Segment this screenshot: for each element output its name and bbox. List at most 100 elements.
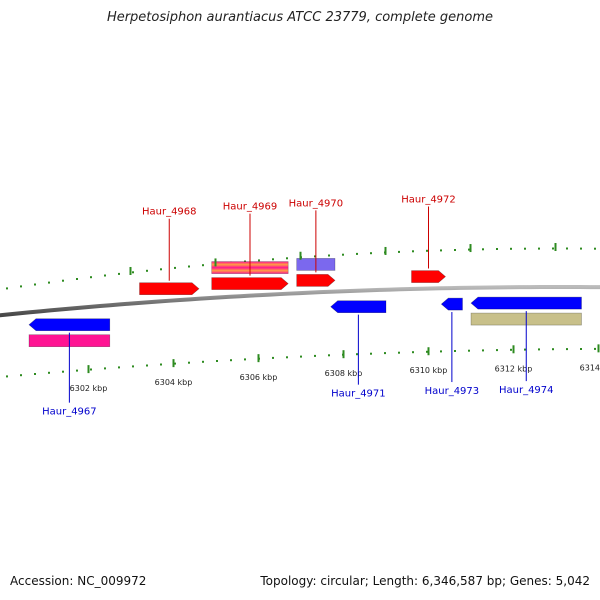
- guide-dot: [76, 278, 78, 280]
- guide-dot: [566, 247, 568, 250]
- axis-tick-label: 6312 kbp: [495, 364, 533, 373]
- gene-feature[interactable]: [211, 277, 289, 290]
- page-title: Herpetosiphon aurantiacus ATCC 23779, co…: [106, 10, 494, 25]
- guide-dot: [342, 253, 344, 256]
- guide-dot: [454, 350, 456, 352]
- guide-dot: [300, 355, 302, 358]
- gene-label[interactable]: Haur_4972: [401, 195, 456, 206]
- guide-dot: [20, 374, 22, 377]
- guide-dot: [398, 351, 400, 354]
- guide-dot: [34, 373, 36, 375]
- guide-dot: [62, 370, 64, 373]
- guide-dot: [468, 248, 470, 251]
- guide-dot: [216, 360, 218, 362]
- guide-dot: [454, 249, 456, 251]
- guide-dot: [286, 356, 288, 359]
- guide-dot: [412, 250, 414, 253]
- guide-dot: [90, 368, 92, 371]
- guide-dot: [132, 365, 134, 368]
- guide-dot: [20, 285, 22, 288]
- guide-dot: [160, 268, 162, 271]
- guide-dot: [426, 350, 428, 353]
- gene-feature[interactable]: [470, 296, 582, 310]
- guide-dot: [34, 283, 36, 286]
- guide-dot: [244, 260, 246, 263]
- guide-dot: [580, 348, 582, 350]
- guide-dot: [328, 254, 330, 257]
- guide-dot: [496, 248, 498, 250]
- gene-label[interactable]: Haur_4967: [42, 407, 97, 418]
- guide-dot: [482, 248, 484, 251]
- guide-dot: [202, 360, 204, 363]
- guide-dot: [328, 354, 330, 357]
- guide-dot: [174, 362, 176, 365]
- axis-tick-label: 6302 kbp: [70, 384, 108, 393]
- guide-dot: [384, 352, 386, 355]
- gene-feature[interactable]: [330, 300, 387, 314]
- axis-tick-label: 6304 kbp: [155, 378, 193, 387]
- guide-dot: [6, 375, 8, 378]
- accession-text: Accession: NC_009972: [10, 574, 147, 588]
- gene-label[interactable]: Haur_4969: [223, 202, 278, 213]
- guide-dot: [552, 348, 554, 351]
- gene-label[interactable]: Haur_4970: [289, 198, 344, 209]
- guide-dot: [594, 247, 596, 250]
- gene-label[interactable]: Haur_4968: [142, 207, 197, 218]
- gene-labels: Haur_4967 Haur_4968 Haur_4969 Haur_4970 Haur…: [42, 195, 554, 418]
- guide-dot: [160, 363, 162, 366]
- gene-label[interactable]: Haur_4974: [499, 385, 554, 396]
- guide-dot: [538, 247, 540, 250]
- guide-dot: [524, 348, 526, 351]
- guide-dot: [104, 367, 106, 370]
- guide-dot: [356, 252, 358, 255]
- guide-dot: [370, 352, 372, 355]
- guide-dot: [174, 266, 176, 269]
- gene-feature[interactable]: [440, 297, 463, 311]
- guide-dot: [314, 255, 316, 258]
- gene-feature[interactable]: [139, 282, 200, 296]
- guide-dot: [286, 257, 288, 260]
- guide-dot: [272, 356, 274, 359]
- guide-dot: [258, 259, 260, 262]
- guide-dot: [482, 349, 484, 352]
- guide-dot: [146, 269, 148, 272]
- guide-dot: [440, 350, 442, 353]
- guide-dot: [552, 247, 554, 250]
- axis-tick-label: 6314 kbp: [580, 363, 600, 372]
- guide-dot: [188, 361, 190, 364]
- guide-dot: [202, 264, 204, 267]
- axis-ticks: 6302 kbp 6304 kbp 6306 kbp 6308 kbp 6310 kbp…: [70, 243, 600, 393]
- axis-tick-label: 6310 kbp: [410, 366, 448, 375]
- guide-dot: [510, 348, 512, 351]
- guide-dot: [412, 351, 414, 354]
- guide-dot: [314, 354, 316, 357]
- gene-feature[interactable]: [28, 318, 111, 332]
- guide-dot: [62, 279, 64, 282]
- guide-dot: [356, 353, 358, 356]
- guide-dot: [272, 258, 274, 261]
- guide-dot: [118, 272, 120, 275]
- axis-tick-label: 6306 kbp: [240, 373, 278, 382]
- gene-feature[interactable]: [411, 270, 446, 283]
- guide-dot: [244, 358, 246, 361]
- gene-label[interactable]: Haur_4971: [331, 389, 386, 400]
- guide-dot: [146, 364, 148, 367]
- guide-dot: [132, 271, 134, 274]
- guide-dot: [76, 369, 78, 372]
- guide-dot: [524, 247, 526, 250]
- guide-dot: [538, 348, 540, 351]
- gene-label[interactable]: Haur_4973: [425, 386, 480, 397]
- guide-dot: [496, 349, 498, 352]
- guide-dot: [104, 274, 106, 277]
- genome-backbone: [0, 284, 600, 318]
- guide-dot: [188, 265, 190, 268]
- gene-features: [28, 258, 582, 348]
- gene-feature[interactable]: [296, 274, 336, 287]
- guide-dot: [90, 276, 92, 279]
- guide-dot: [398, 250, 400, 253]
- guide-dot: [426, 249, 428, 252]
- guide-dot: [566, 348, 568, 351]
- guide-dot: [370, 252, 372, 255]
- guide-dot: [580, 247, 582, 250]
